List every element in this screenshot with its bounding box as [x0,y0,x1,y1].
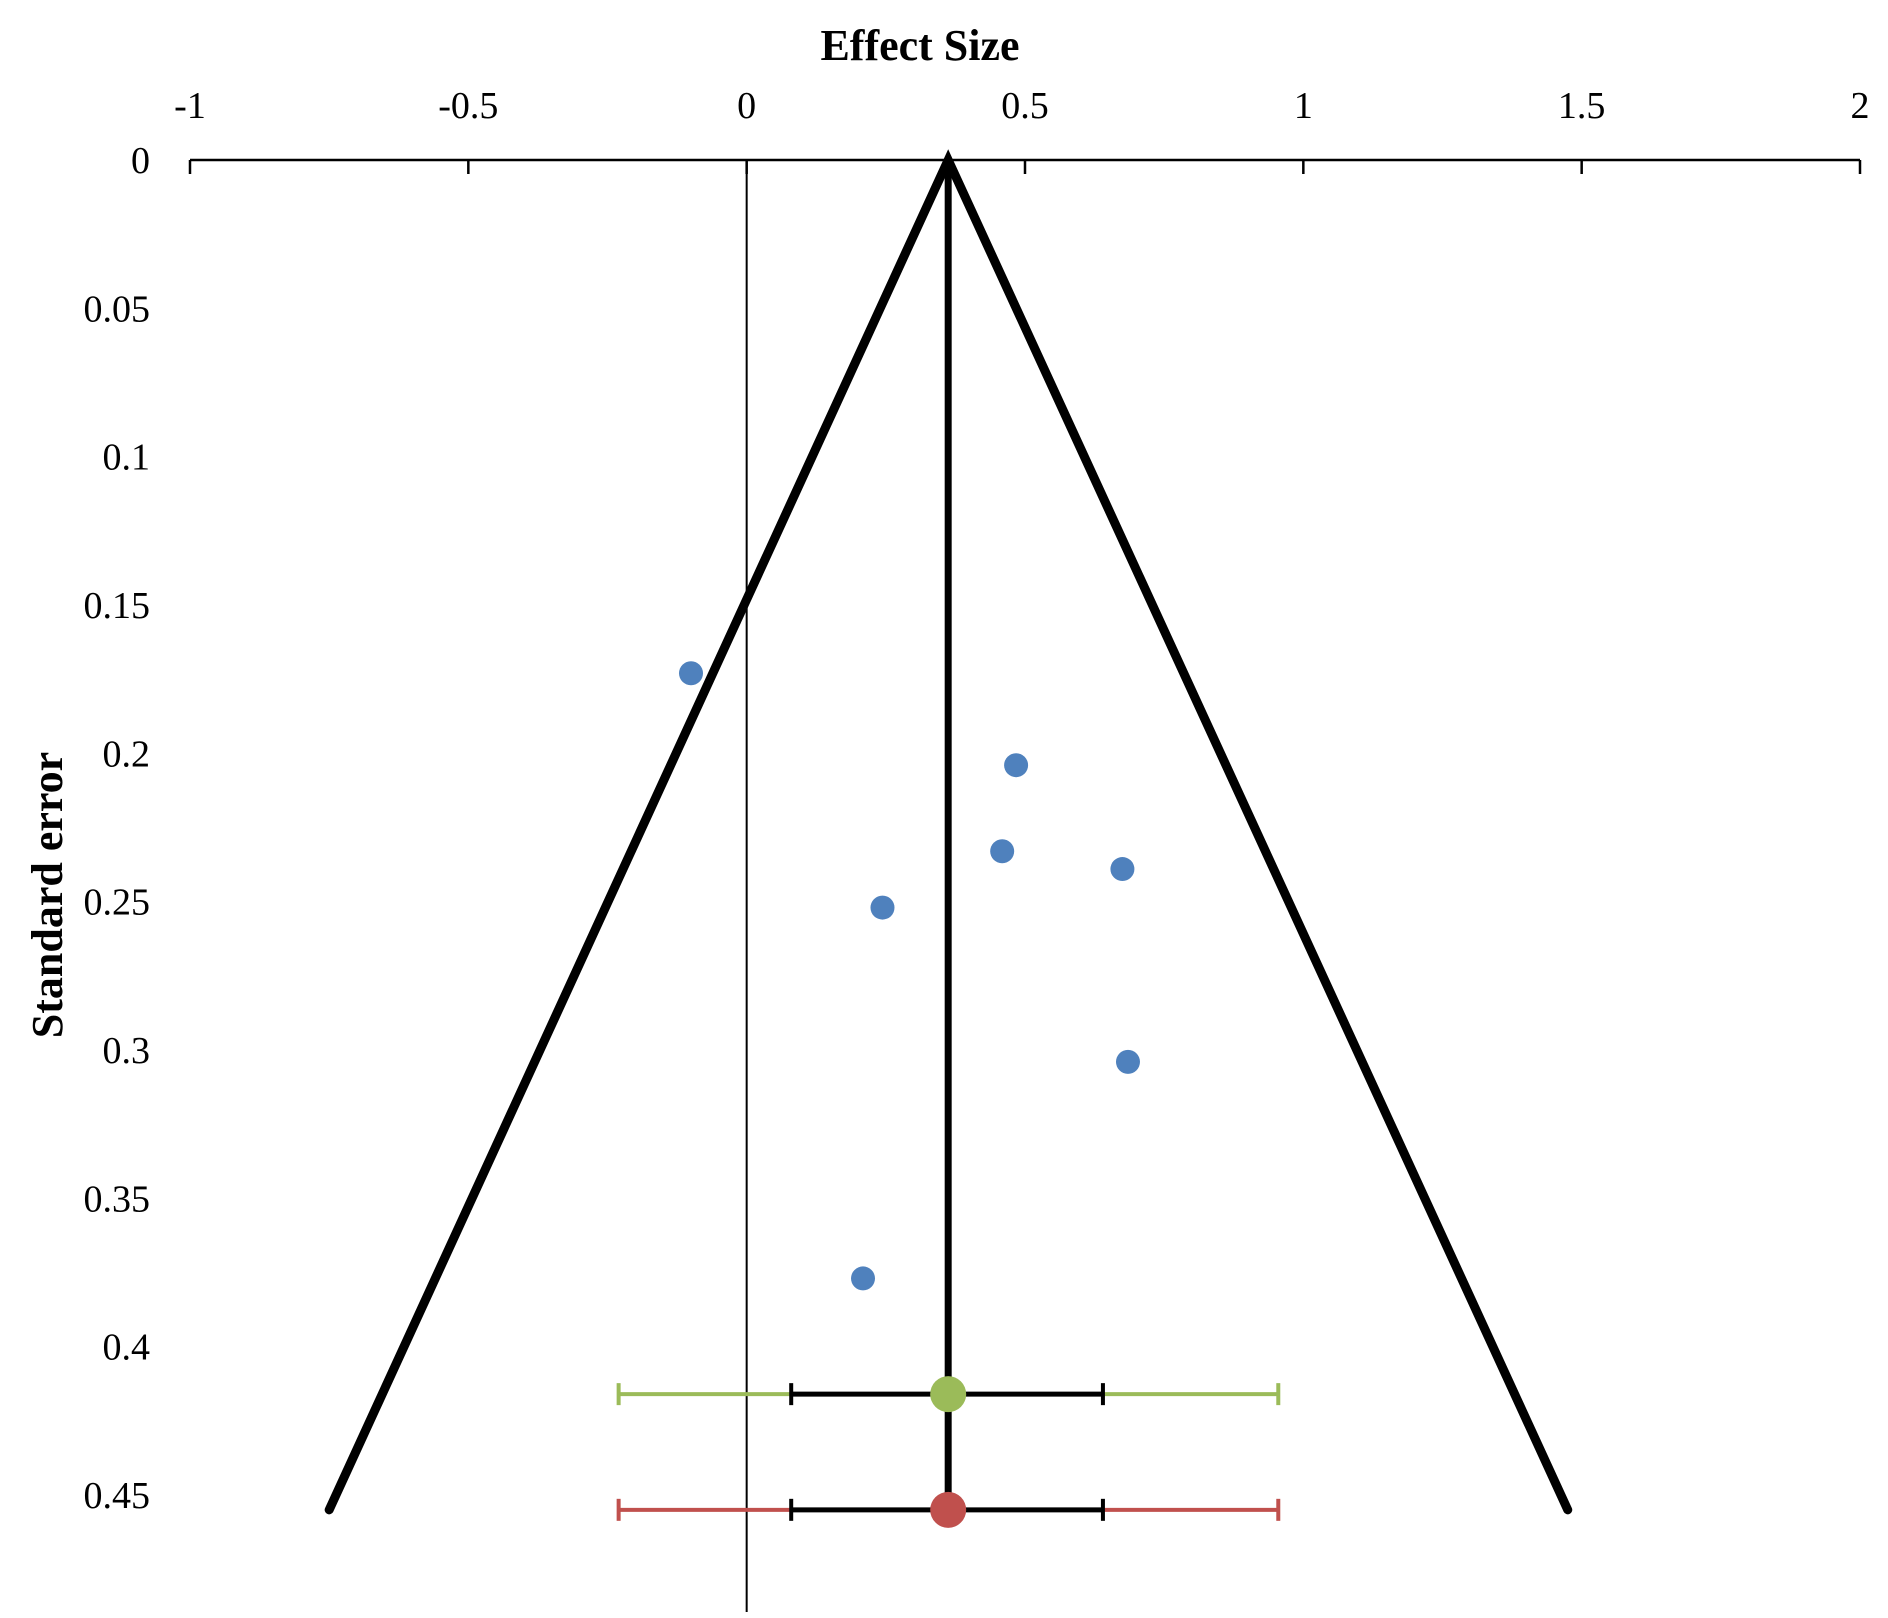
study-points [679,661,1140,1291]
y-tick-label: 0 [131,140,150,182]
x-tick-label: 0.5 [1001,85,1049,127]
study-point [990,839,1015,864]
study-point [1004,753,1029,778]
study-point [851,1266,876,1291]
y-tick-label: 0.1 [103,437,151,479]
summary-estimate-point [930,1491,967,1528]
x-tick-label: -1 [174,85,206,127]
x-tick-label: -0.5 [438,85,498,127]
y-tick-label: 0.3 [103,1030,151,1072]
summary-estimates [616,1376,1281,1528]
x-tick-label: 1.5 [1558,85,1606,127]
y-axis-title: Standard error [23,752,72,1038]
y-tick-label: 0.15 [84,585,151,627]
y-tick-label: 0.05 [84,288,151,330]
y-tick-label: 0.4 [103,1327,151,1369]
study-point [870,895,895,920]
y-axis-tick-labels: 0 0.05 0.1 0.15 0.2 0.25 0.3 0.35 0.4 0.45 [84,140,151,1517]
y-tick-label: 0.25 [84,882,151,924]
y-tick-label: 0.35 [84,1178,151,1220]
x-tick-label: 1 [1294,85,1313,127]
y-tick-label: 0.45 [84,1475,151,1517]
summary-estimate-point [930,1376,967,1413]
x-tick-label: 2 [1851,85,1870,127]
study-point [1115,1049,1140,1074]
y-tick-label: 0.2 [103,733,151,775]
study-point [679,661,703,686]
study-point [1110,857,1135,882]
x-tick-label: 0 [737,85,756,127]
x-axis: -1 -0.5 0 0.5 1 1.5 2 [174,85,1870,174]
x-axis-title: Effect Size [820,21,1019,70]
